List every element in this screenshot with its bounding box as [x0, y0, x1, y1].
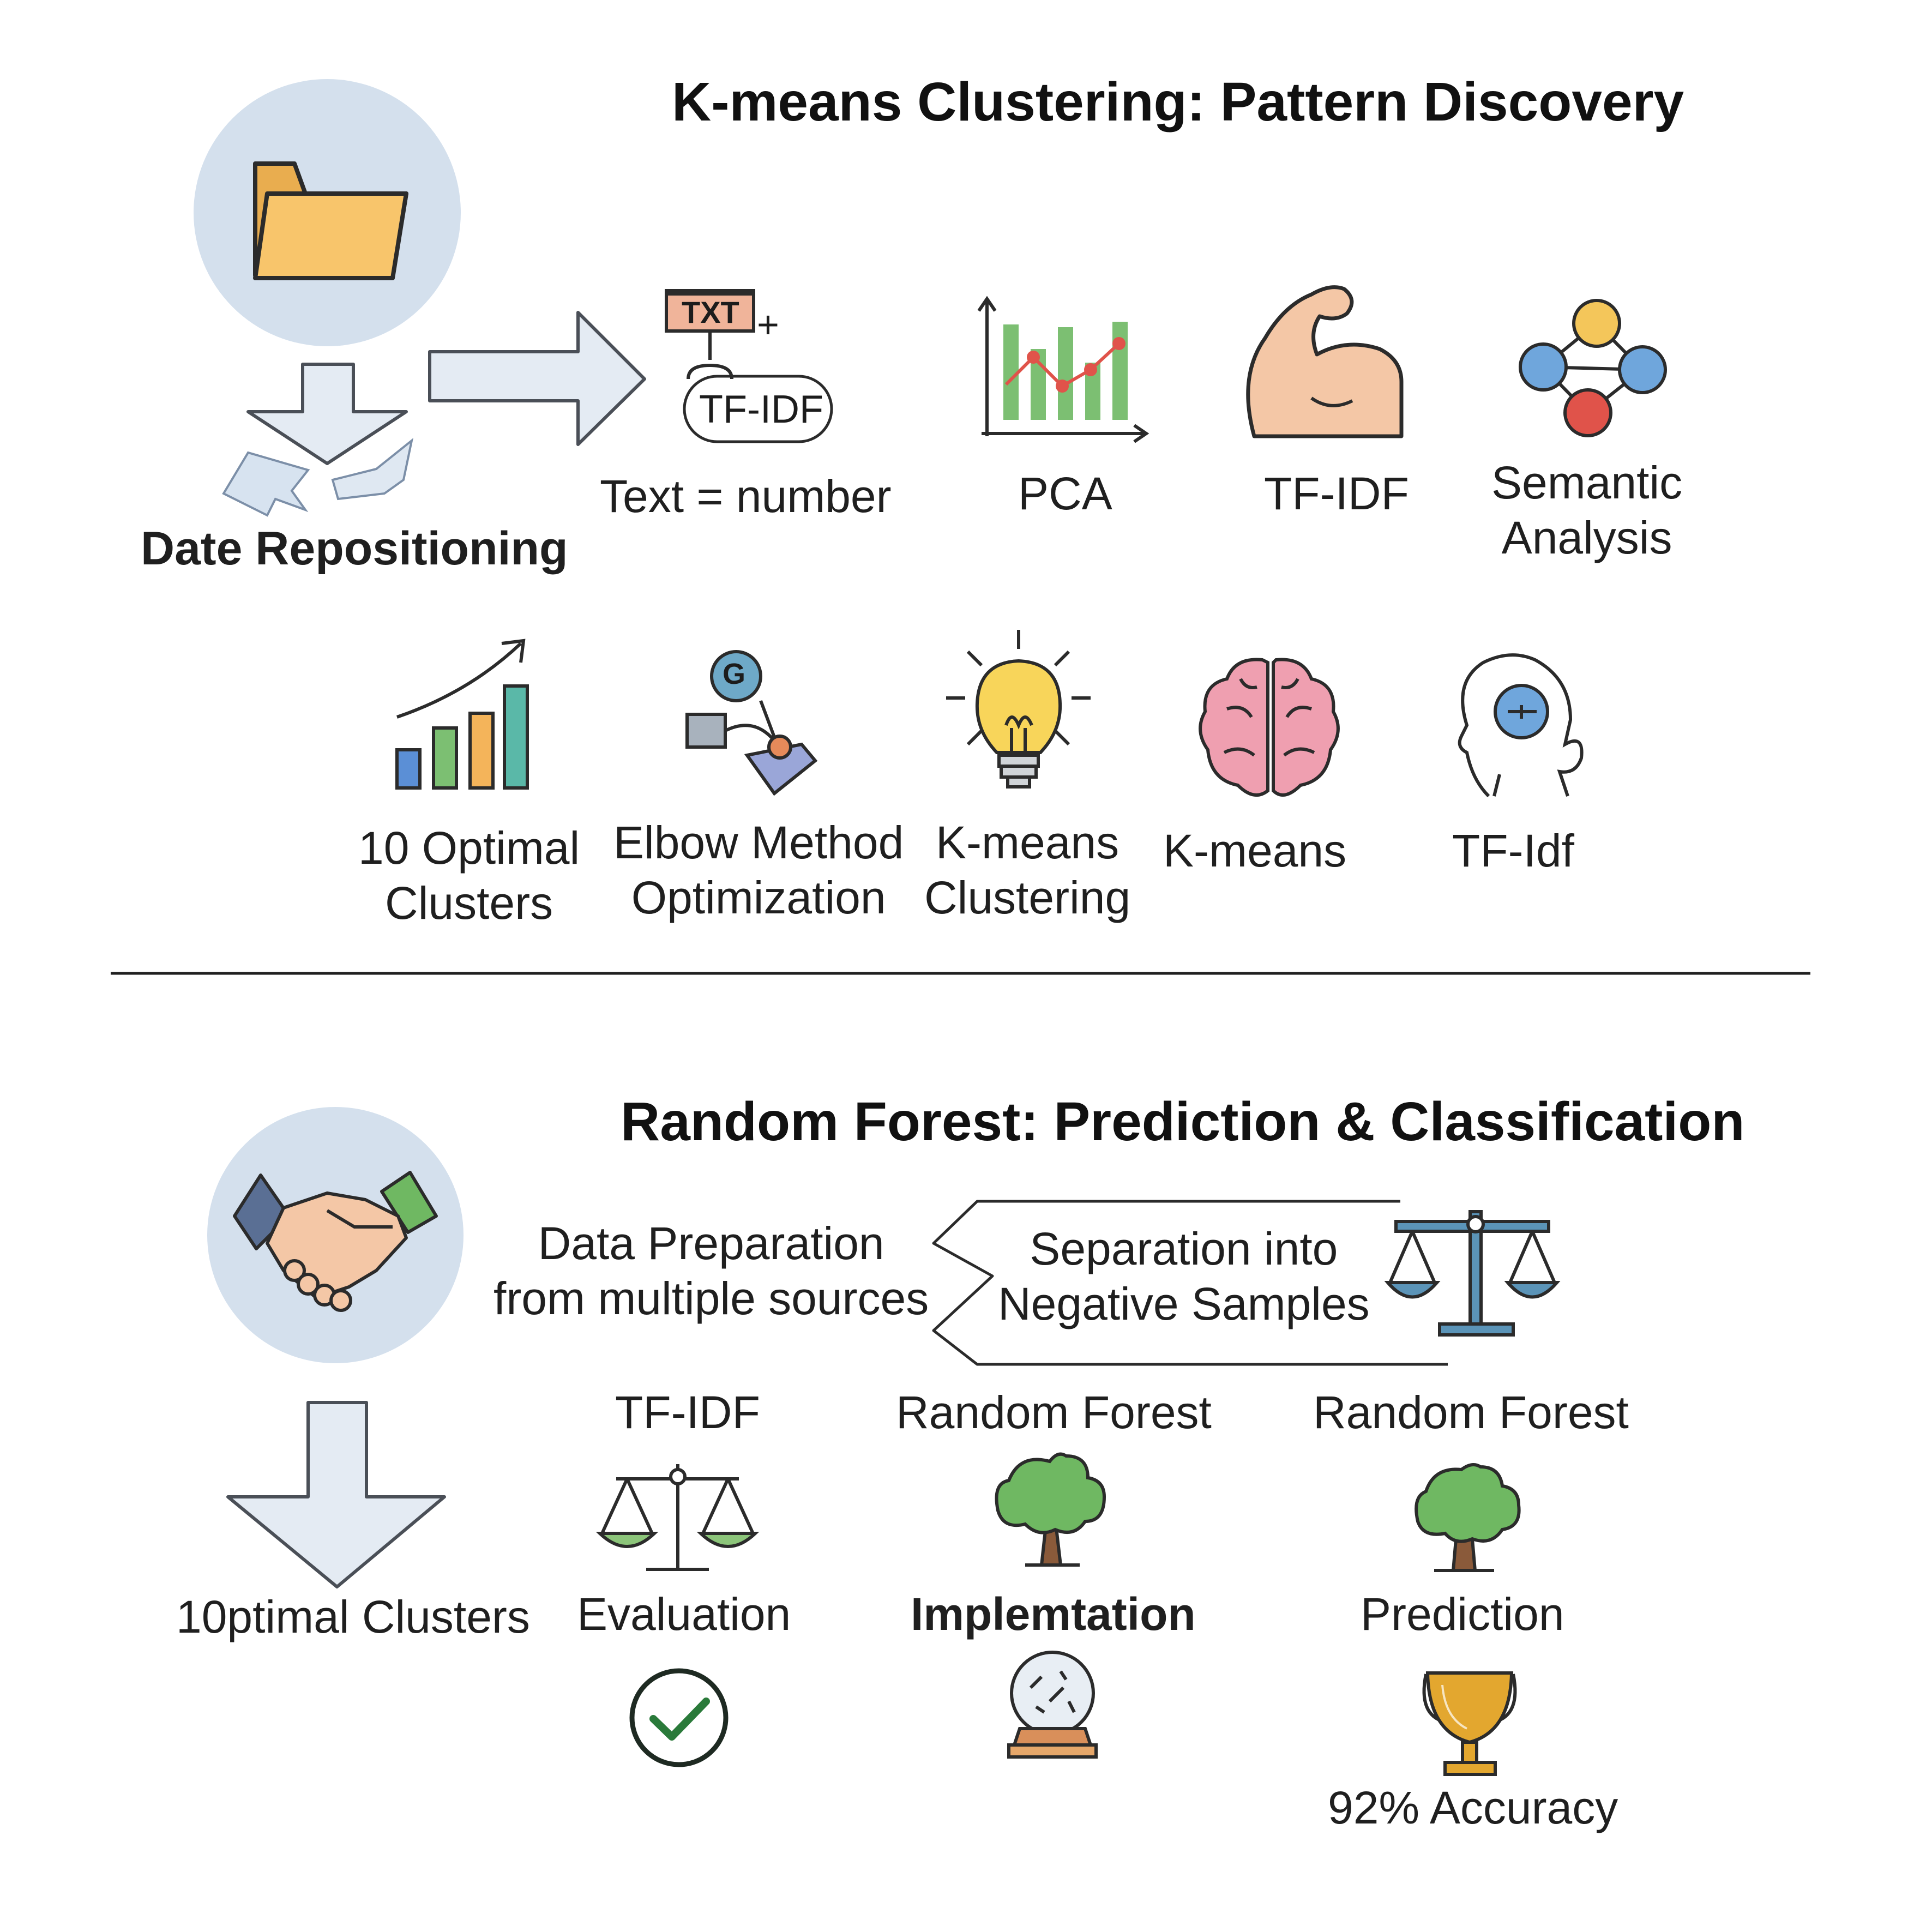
tfidf-tag-shape	[683, 375, 833, 443]
data-preparation-label: Data Preparation from multiple sources	[493, 1216, 929, 1326]
optimal-line2: Clusters	[385, 877, 553, 929]
pca-label: PCA	[1018, 468, 1112, 519]
optimal-line1: 10 Optimal	[358, 822, 580, 874]
text-number-label: Text = number	[600, 471, 892, 522]
txt-icon-text: TXT	[682, 295, 739, 329]
evaluation-label: Evaluation	[577, 1588, 791, 1640]
elbow-line1: Elbow Method	[613, 817, 904, 868]
tree-icon-implementation	[995, 1452, 1106, 1567]
kmeans-clust-line1: K-means	[936, 817, 1120, 868]
check-circle-icon	[629, 1668, 729, 1767]
prediction-label: Prediction	[1361, 1588, 1564, 1640]
elbow-bubble-text: G	[723, 658, 746, 690]
semantic-line2: Analysis	[1501, 511, 1672, 563]
tfidf-label-top: TF-IDF	[1264, 468, 1409, 519]
handshake-icon	[233, 1171, 438, 1312]
crystal-ball-icon	[1007, 1651, 1098, 1759]
separation-line1: Separation into	[1030, 1223, 1338, 1274]
down-arrow-icon	[246, 363, 408, 465]
growth-bars-icon	[395, 639, 529, 790]
lightbulb-icon	[946, 630, 1091, 789]
tfidf-lower-label: TF-Idf	[1452, 825, 1574, 876]
balance-scale-icon	[1384, 1210, 1561, 1337]
tfidf-tag-label: TF-IDF	[699, 388, 823, 431]
date-repositioning-label: Date Repositioning	[141, 522, 568, 575]
shards-icon	[222, 437, 414, 517]
pca-chart-icon	[977, 296, 1149, 443]
right-arrow-icon	[428, 311, 646, 446]
kmeans-section-title: K-means Clustering: Pattern Discovery	[672, 71, 1684, 133]
semantic-network-icon	[1519, 299, 1667, 437]
head-target-icon	[1458, 653, 1584, 798]
down-arrow-large-icon	[226, 1401, 446, 1588]
data-prep-line1: Data Preparation	[538, 1218, 884, 1269]
separation-line2: Negative Samples	[998, 1278, 1370, 1329]
data-prep-line2: from multiple sources	[493, 1272, 929, 1324]
elbow-method-icon	[685, 650, 818, 796]
arm-detail-icon	[1310, 396, 1353, 407]
kmeans-clust-line2: Clustering	[924, 871, 1131, 923]
random-forest-section-title: Random Forest: Prediction & Classificati…	[621, 1091, 1745, 1152]
optimal-clusters-label: 10 Optimal Clusters	[358, 821, 580, 931]
tfidf-label-bottom: TF-IDF	[615, 1387, 760, 1438]
flexed-arm-icon	[1246, 285, 1404, 438]
tree-icon-prediction	[1415, 1463, 1521, 1572]
evaluation-scale-icon	[595, 1464, 760, 1571]
folder-icon	[253, 161, 408, 280]
semantic-line1: Semantic	[1491, 457, 1683, 508]
separation-label: Separation into Negative Samples	[998, 1221, 1370, 1332]
txt-plus-text: +	[757, 303, 779, 346]
kmeans-clustering-label: K-means Clustering	[924, 815, 1130, 925]
txt-icon	[665, 289, 755, 380]
random-forest-label-1: Random Forest	[896, 1387, 1212, 1438]
accuracy-label: 92% Accuracy	[1328, 1782, 1618, 1833]
trophy-icon	[1422, 1671, 1517, 1776]
kmeans-label: K-means	[1163, 825, 1347, 876]
elbow-method-label: Elbow Method Optimization	[613, 815, 904, 925]
optimal-clusters-bottom-label: 10ptimal Clusters	[176, 1591, 530, 1642]
elbow-line2: Optimization	[631, 871, 886, 923]
separation-banner	[932, 1200, 1448, 1366]
brain-icon	[1199, 658, 1340, 797]
implementation-label: Implemtation	[911, 1588, 1196, 1640]
random-forest-label-2: Random Forest	[1313, 1387, 1629, 1438]
semantic-analysis-label: Semantic Analysis	[1491, 455, 1682, 565]
